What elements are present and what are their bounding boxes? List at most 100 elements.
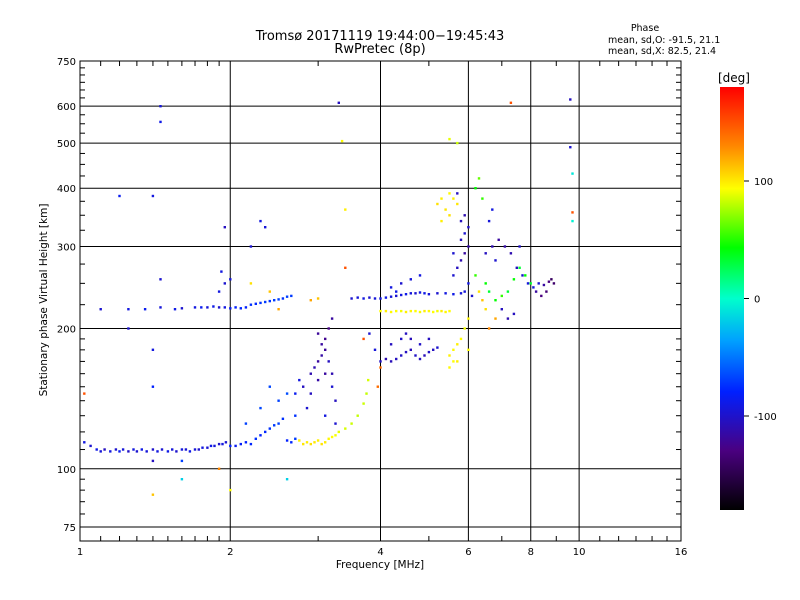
data-point bbox=[223, 282, 226, 285]
data-point bbox=[395, 357, 398, 361]
data-point bbox=[384, 296, 388, 299]
data-point bbox=[350, 422, 353, 425]
data-point bbox=[400, 354, 403, 357]
data-point bbox=[368, 296, 371, 299]
data-point bbox=[327, 437, 330, 440]
data-point bbox=[254, 302, 257, 305]
data-point bbox=[494, 317, 497, 320]
data-point bbox=[324, 337, 327, 341]
data-point bbox=[389, 286, 393, 289]
data-point bbox=[224, 441, 228, 444]
x-tick-label: 16 bbox=[675, 547, 688, 558]
data-point bbox=[316, 332, 320, 335]
data-point bbox=[512, 278, 516, 281]
data-point bbox=[334, 422, 337, 425]
data-point bbox=[418, 310, 422, 314]
data-point bbox=[494, 259, 497, 262]
data-point bbox=[571, 219, 574, 223]
data-point bbox=[481, 299, 484, 302]
data-point bbox=[127, 450, 130, 453]
data-point bbox=[316, 297, 320, 300]
data-point bbox=[249, 245, 253, 248]
data-point bbox=[324, 414, 327, 417]
data-point bbox=[467, 282, 470, 285]
data-point bbox=[569, 146, 572, 149]
data-point bbox=[459, 292, 463, 295]
data-point bbox=[118, 194, 121, 198]
data-point bbox=[180, 459, 184, 463]
data-point bbox=[264, 300, 267, 304]
data-point bbox=[285, 392, 289, 395]
data-point bbox=[180, 448, 184, 451]
data-point bbox=[395, 290, 398, 293]
data-point bbox=[281, 417, 285, 420]
data-point bbox=[273, 299, 276, 302]
y-tick-label: 200 bbox=[57, 325, 76, 336]
data-point bbox=[448, 192, 451, 195]
data-point bbox=[467, 226, 470, 229]
data-point bbox=[389, 343, 393, 346]
data-point bbox=[259, 406, 262, 410]
y-tick-label: 500 bbox=[57, 139, 76, 150]
data-point bbox=[362, 297, 365, 300]
data-point bbox=[467, 245, 470, 248]
data-point bbox=[294, 392, 297, 395]
data-point bbox=[151, 459, 155, 463]
data-point bbox=[414, 354, 417, 357]
data-point bbox=[456, 266, 459, 269]
data-point bbox=[313, 366, 316, 369]
data-point bbox=[373, 348, 377, 351]
data-point bbox=[316, 360, 320, 363]
data-point bbox=[500, 294, 503, 298]
data-point bbox=[526, 282, 530, 285]
x-axis-label: Frequency [MHz] bbox=[336, 559, 424, 571]
stats-o-line: mean, sd,O: -91.5, 21.1 bbox=[608, 35, 720, 46]
data-point bbox=[285, 439, 289, 442]
data-point bbox=[229, 278, 232, 281]
data-point bbox=[159, 278, 162, 281]
data-point bbox=[571, 211, 574, 214]
x-tick-label: 8 bbox=[528, 547, 534, 558]
data-point bbox=[409, 278, 412, 281]
data-point bbox=[506, 317, 510, 320]
data-point bbox=[109, 450, 112, 453]
data-point bbox=[213, 444, 216, 448]
data-point bbox=[389, 360, 393, 363]
data-point bbox=[135, 450, 139, 453]
data-point bbox=[497, 238, 500, 241]
data-point bbox=[212, 305, 215, 308]
data-point bbox=[404, 293, 408, 296]
data-point bbox=[400, 337, 403, 341]
y-axis-ticks: 75 100 200 300 400 500 600 750 bbox=[57, 57, 681, 534]
data-point bbox=[277, 308, 280, 311]
colorbar-label: [deg] bbox=[718, 71, 750, 85]
data-point bbox=[409, 292, 412, 295]
data-point bbox=[143, 308, 147, 311]
data-point bbox=[474, 187, 477, 190]
data-point bbox=[409, 337, 412, 341]
data-point bbox=[373, 297, 377, 300]
data-point bbox=[444, 310, 447, 314]
data-point bbox=[324, 441, 327, 444]
data-point bbox=[193, 448, 197, 451]
data-point bbox=[452, 293, 455, 296]
data-point bbox=[456, 360, 459, 363]
data-point bbox=[309, 392, 312, 395]
data-point bbox=[418, 357, 422, 361]
data-point bbox=[463, 290, 466, 293]
data-point bbox=[327, 327, 330, 330]
data-point bbox=[277, 298, 280, 301]
data-point bbox=[221, 442, 224, 446]
data-point bbox=[330, 435, 334, 439]
data-point bbox=[320, 442, 323, 446]
data-point bbox=[444, 292, 447, 295]
x-tick-label: 2 bbox=[227, 547, 233, 558]
data-point bbox=[423, 292, 426, 295]
data-point bbox=[239, 307, 242, 310]
data-point bbox=[268, 385, 271, 388]
colorbar-tick-label: -100 bbox=[754, 412, 777, 423]
data-point bbox=[330, 372, 334, 375]
data-point bbox=[456, 343, 459, 346]
y-axis-label: Stationary phase Virtual Height [km] bbox=[38, 204, 50, 397]
data-point bbox=[223, 226, 226, 229]
